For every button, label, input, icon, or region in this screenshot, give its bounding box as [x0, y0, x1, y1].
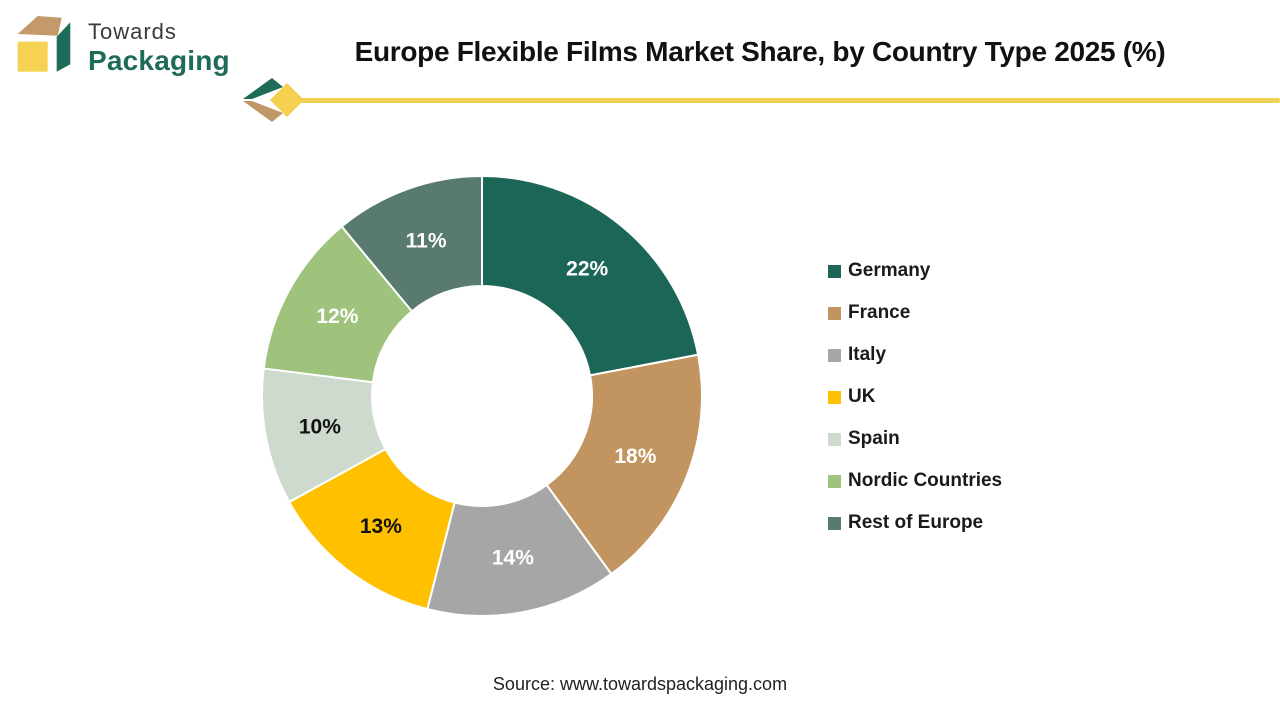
brand-name-line1: Towards [88, 19, 177, 44]
slice-label-uk: 13% [360, 515, 402, 538]
slice-label-rest-of-europe: 11% [406, 229, 447, 252]
chart-legend: Germany France Italy UK Spain Nordic Countrie… [828, 250, 1002, 544]
diamond-green-face [243, 78, 283, 99]
title-underline [299, 98, 1280, 103]
legend-swatch-germany [828, 264, 841, 278]
legend-item-uk: UK [828, 376, 1002, 418]
slice-label-germany: 22% [566, 257, 608, 280]
legend-item-spain: Spain [828, 418, 1002, 460]
legend-swatch-france [828, 306, 841, 320]
donut-chart: 22% 18% 14% 13% 10% 12% 11% [261, 175, 703, 617]
legend-label-germany: Germany [848, 260, 931, 281]
legend-swatch-rest-of-europe [828, 516, 841, 530]
legend-item-germany: Germany [828, 250, 1002, 292]
diamond-yellow-face [270, 83, 304, 117]
legend-item-france: France [828, 292, 1002, 334]
legend-label-france: France [848, 302, 911, 323]
cube-right-face [56, 22, 71, 72]
source-text: Source: www.towardspackaging.com [492, 674, 788, 694]
legend-item-rest-of-europe: Rest of Europe [828, 502, 1002, 544]
brand-name: Towards Packaging [88, 16, 230, 75]
legend-item-nordic-countries: Nordic Countries [828, 460, 1002, 502]
donut-slice-france [545, 353, 703, 575]
cube-top-face [17, 16, 62, 36]
slice-label-italy: 14% [492, 547, 534, 570]
legend-swatch-spain [828, 432, 841, 446]
legend-item-italy: Italy [828, 334, 1002, 376]
legend-label-nordic-countries: Nordic Countries [848, 470, 1003, 491]
legend-label-rest-of-europe: Rest of Europe [848, 512, 984, 533]
donut-slice-germany [481, 175, 700, 377]
diamond-tan-face [243, 101, 283, 122]
legend-swatch-uk [828, 390, 841, 404]
page-title: Europe Flexible Films Market Share, by C… [354, 36, 1166, 67]
brand-logo: Towards Packaging [16, 16, 230, 75]
legend-label-uk: UK [848, 386, 876, 407]
donut-slice-rest-of-europe [340, 175, 483, 313]
diamond-arrow-icon [243, 78, 304, 122]
legend-swatch-nordic-countries [828, 474, 841, 488]
legend-swatch-italy [828, 348, 841, 362]
slice-label-france: 18% [614, 445, 656, 468]
brand-name-line2: Packaging [88, 45, 230, 76]
legend-label-italy: Italy [848, 344, 887, 365]
slice-label-spain: 10% [299, 415, 341, 438]
cube-logo-icon [17, 16, 71, 72]
cube-front-face [17, 41, 48, 72]
slice-label-nordic-countries: 12% [316, 305, 358, 328]
legend-label-spain: Spain [848, 428, 900, 449]
